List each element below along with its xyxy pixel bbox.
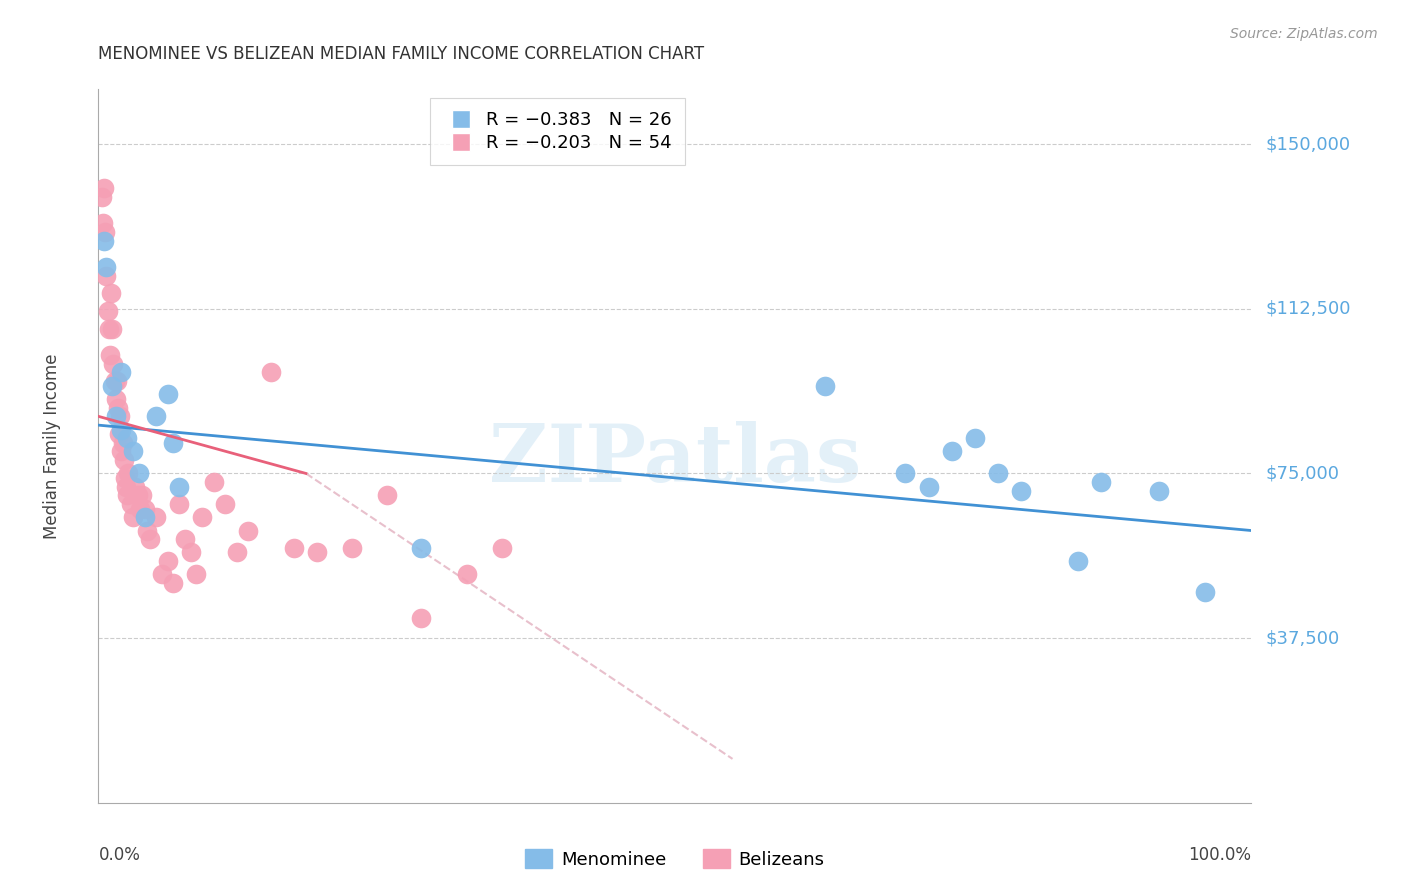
- Point: [96, 268, 118, 283]
- Point: [101, 321, 124, 335]
- Point: [115, 480, 138, 494]
- Point: [134, 501, 156, 516]
- Text: $150,000: $150,000: [1265, 135, 1350, 153]
- Point: [112, 453, 135, 467]
- Text: $37,500: $37,500: [1265, 629, 1340, 647]
- Point: [180, 545, 202, 559]
- Point: [111, 435, 134, 450]
- Point: [375, 488, 398, 502]
- Point: [491, 541, 513, 555]
- Point: [987, 467, 1010, 481]
- Point: [202, 475, 225, 490]
- Point: [93, 181, 115, 195]
- Point: [96, 260, 118, 274]
- Point: [98, 348, 121, 362]
- Point: [117, 431, 138, 445]
- Point: [1147, 483, 1170, 498]
- Point: [150, 567, 173, 582]
- Point: [104, 409, 127, 424]
- Point: [122, 444, 145, 458]
- Point: [103, 357, 125, 371]
- Point: [117, 488, 138, 502]
- Point: [110, 423, 132, 437]
- Point: [167, 480, 190, 494]
- Point: [94, 225, 117, 239]
- Point: [1090, 475, 1112, 490]
- Point: [167, 497, 190, 511]
- Point: [814, 378, 837, 392]
- Text: Source: ZipAtlas.com: Source: ZipAtlas.com: [1230, 27, 1378, 41]
- Point: [1067, 554, 1090, 568]
- Text: 100.0%: 100.0%: [1188, 846, 1251, 863]
- Point: [91, 216, 114, 230]
- Text: $112,500: $112,500: [1265, 300, 1351, 318]
- Text: ZIPatlas: ZIPatlas: [489, 421, 860, 500]
- Point: [107, 401, 129, 415]
- Point: [1194, 585, 1216, 599]
- Point: [131, 488, 153, 502]
- Point: [120, 497, 142, 511]
- Point: [101, 378, 124, 392]
- Point: [110, 409, 132, 424]
- Point: [174, 533, 197, 547]
- Point: [103, 374, 125, 388]
- Point: [135, 524, 157, 538]
- Text: $75,000: $75,000: [1265, 465, 1340, 483]
- Point: [110, 366, 132, 380]
- Text: Median Family Income: Median Family Income: [44, 353, 62, 539]
- Point: [124, 480, 146, 494]
- Point: [134, 510, 156, 524]
- Point: [411, 541, 433, 555]
- Point: [1010, 483, 1032, 498]
- Point: [97, 321, 120, 335]
- Text: MENOMINEE VS BELIZEAN MEDIAN FAMILY INCOME CORRELATION CHART: MENOMINEE VS BELIZEAN MEDIAN FAMILY INCO…: [98, 45, 704, 62]
- Point: [145, 409, 167, 424]
- Point: [917, 480, 939, 494]
- Point: [122, 510, 145, 524]
- Point: [139, 533, 162, 547]
- Point: [340, 541, 363, 555]
- Point: [117, 467, 139, 481]
- Point: [93, 234, 115, 248]
- Point: [238, 524, 260, 538]
- Point: [105, 374, 128, 388]
- Point: [411, 611, 433, 625]
- Point: [129, 501, 152, 516]
- Point: [156, 554, 179, 568]
- Point: [191, 510, 214, 524]
- Point: [162, 576, 184, 591]
- Point: [307, 545, 329, 559]
- Point: [162, 435, 184, 450]
- Point: [156, 387, 179, 401]
- Point: [894, 467, 917, 481]
- Point: [283, 541, 305, 555]
- Legend: Menominee, Belizeans: Menominee, Belizeans: [517, 842, 832, 876]
- Text: 0.0%: 0.0%: [98, 846, 141, 863]
- Point: [214, 497, 236, 511]
- Point: [941, 444, 963, 458]
- Point: [104, 392, 127, 406]
- Point: [186, 567, 208, 582]
- Point: [97, 304, 120, 318]
- Point: [127, 488, 149, 502]
- Point: [108, 426, 131, 441]
- Point: [114, 471, 136, 485]
- Point: [90, 190, 112, 204]
- Point: [110, 444, 132, 458]
- Point: [100, 286, 122, 301]
- Point: [225, 545, 247, 559]
- Point: [128, 467, 150, 481]
- Point: [963, 431, 986, 445]
- Point: [260, 366, 283, 380]
- Point: [456, 567, 478, 582]
- Point: [145, 510, 167, 524]
